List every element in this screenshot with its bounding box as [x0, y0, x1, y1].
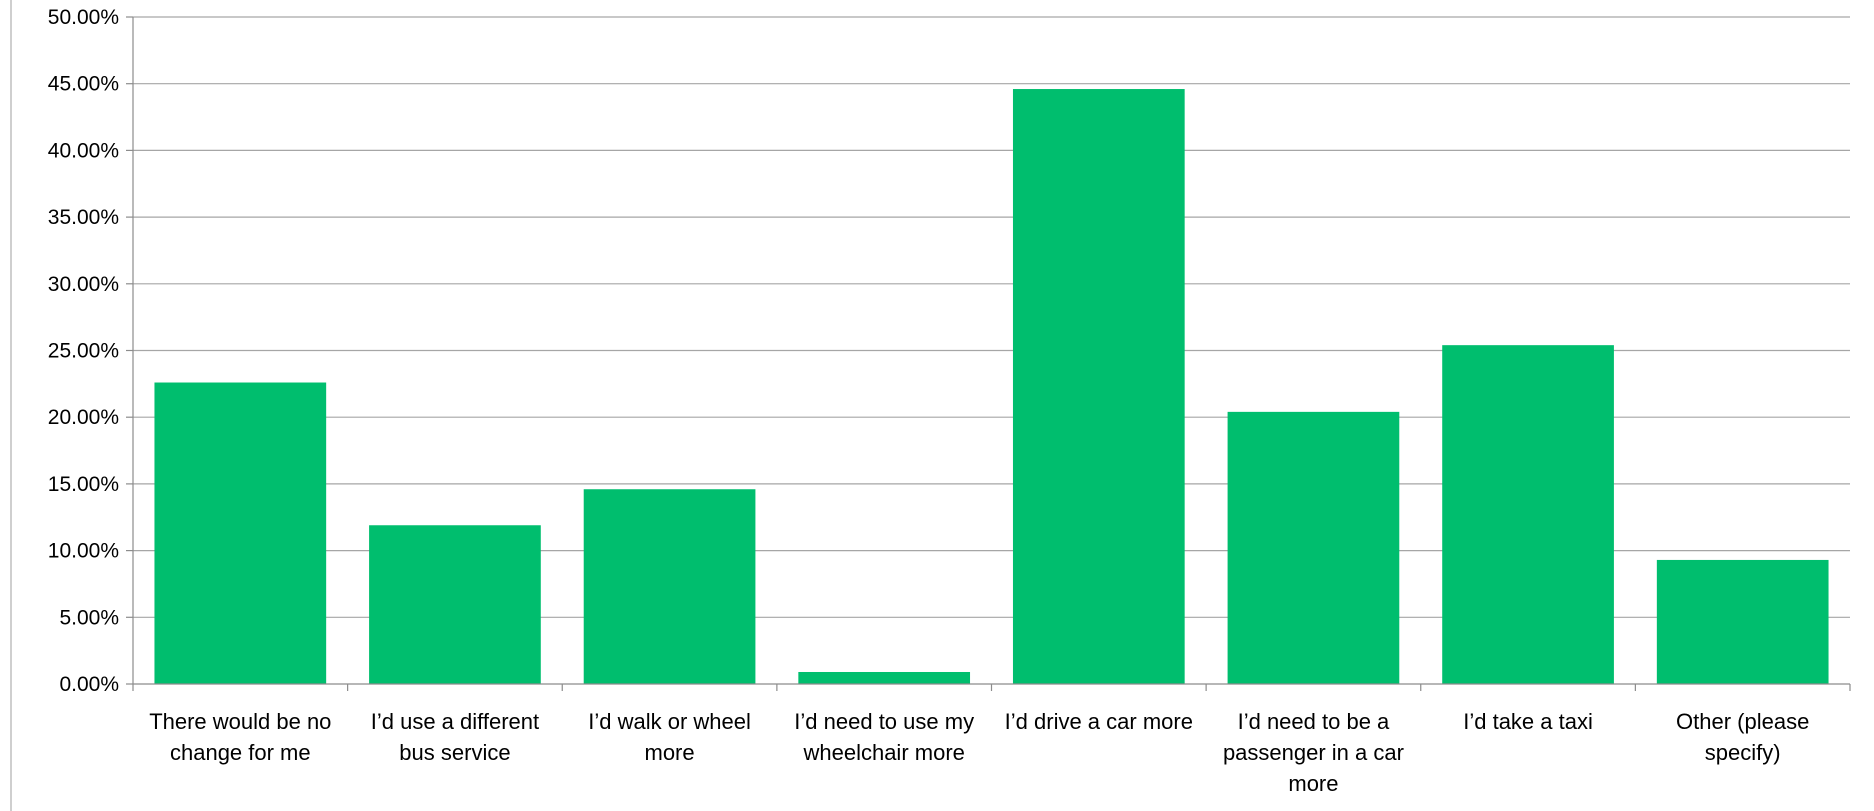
- bars: [154, 89, 1829, 684]
- y-tick-label: 0.00%: [59, 673, 119, 696]
- y-tick-label: 10.00%: [48, 540, 119, 563]
- x-category-label-line: change for me: [170, 740, 311, 765]
- bar: [1012, 89, 1185, 684]
- x-category-label-line: Other (please: [1676, 709, 1809, 734]
- bar: [798, 671, 971, 684]
- x-category-label-line: more: [645, 740, 695, 765]
- x-category-label-line: I’d use a different: [371, 709, 539, 734]
- x-category-label-line: wheelchair more: [802, 740, 964, 765]
- y-tick-label: 15.00%: [48, 473, 119, 496]
- x-category-label-line: I’d take a taxi: [1463, 709, 1593, 734]
- x-category-label-line: specify): [1705, 740, 1781, 765]
- x-category-label: There would be no change for me: [149, 709, 331, 765]
- y-tick-label: 20.00%: [48, 406, 119, 429]
- y-tick-label: 5.00%: [59, 606, 119, 629]
- x-category-label-line: There would be no: [149, 709, 331, 734]
- x-category-label: I’d walk or wheel more: [588, 709, 751, 765]
- x-category-label-line: I’d drive a car more: [1005, 709, 1193, 734]
- x-category-label-line: more: [1288, 771, 1338, 796]
- x-category-label: I’d take a taxi: [1463, 709, 1593, 734]
- y-tick-label: 50.00%: [48, 6, 119, 29]
- x-category-label-line: passenger in a car: [1223, 740, 1404, 765]
- x-category-labels: There would be no change for me I’d use a …: [149, 709, 1809, 796]
- y-tick-label: 30.00%: [48, 273, 119, 296]
- y-tick-label: 45.00%: [48, 73, 119, 96]
- x-category-label-line: I’d walk or wheel: [588, 709, 751, 734]
- x-category-label: I’d use a different bus service: [371, 709, 539, 765]
- x-category-label: I’d need to use my wheelchair more: [794, 709, 974, 765]
- bar: [369, 525, 541, 684]
- x-category-label-line: I’d need to be a: [1238, 709, 1390, 734]
- x-category-label-line: I’d need to use my: [794, 709, 974, 734]
- axes: [10, 0, 1851, 811]
- bar: [1227, 411, 1400, 684]
- x-category-label: I’d need to be a passenger in a car more: [1223, 709, 1404, 796]
- bar: [154, 382, 327, 684]
- bar: [1442, 345, 1614, 684]
- y-tick-label: 40.00%: [48, 139, 119, 162]
- y-tick-labels: 0.00% 5.00% 10.00% 15.00% 20.00% 25.00% 30.00%…: [48, 6, 119, 696]
- bar: [583, 489, 756, 684]
- y-tick-label: 25.00%: [48, 340, 119, 363]
- x-category-label-line: bus service: [399, 740, 510, 765]
- y-tick-label: 35.00%: [48, 206, 119, 229]
- bar: [1656, 559, 1829, 684]
- x-category-label: Other (please specify): [1676, 709, 1809, 765]
- x-category-label: I’d drive a car more: [1005, 709, 1193, 734]
